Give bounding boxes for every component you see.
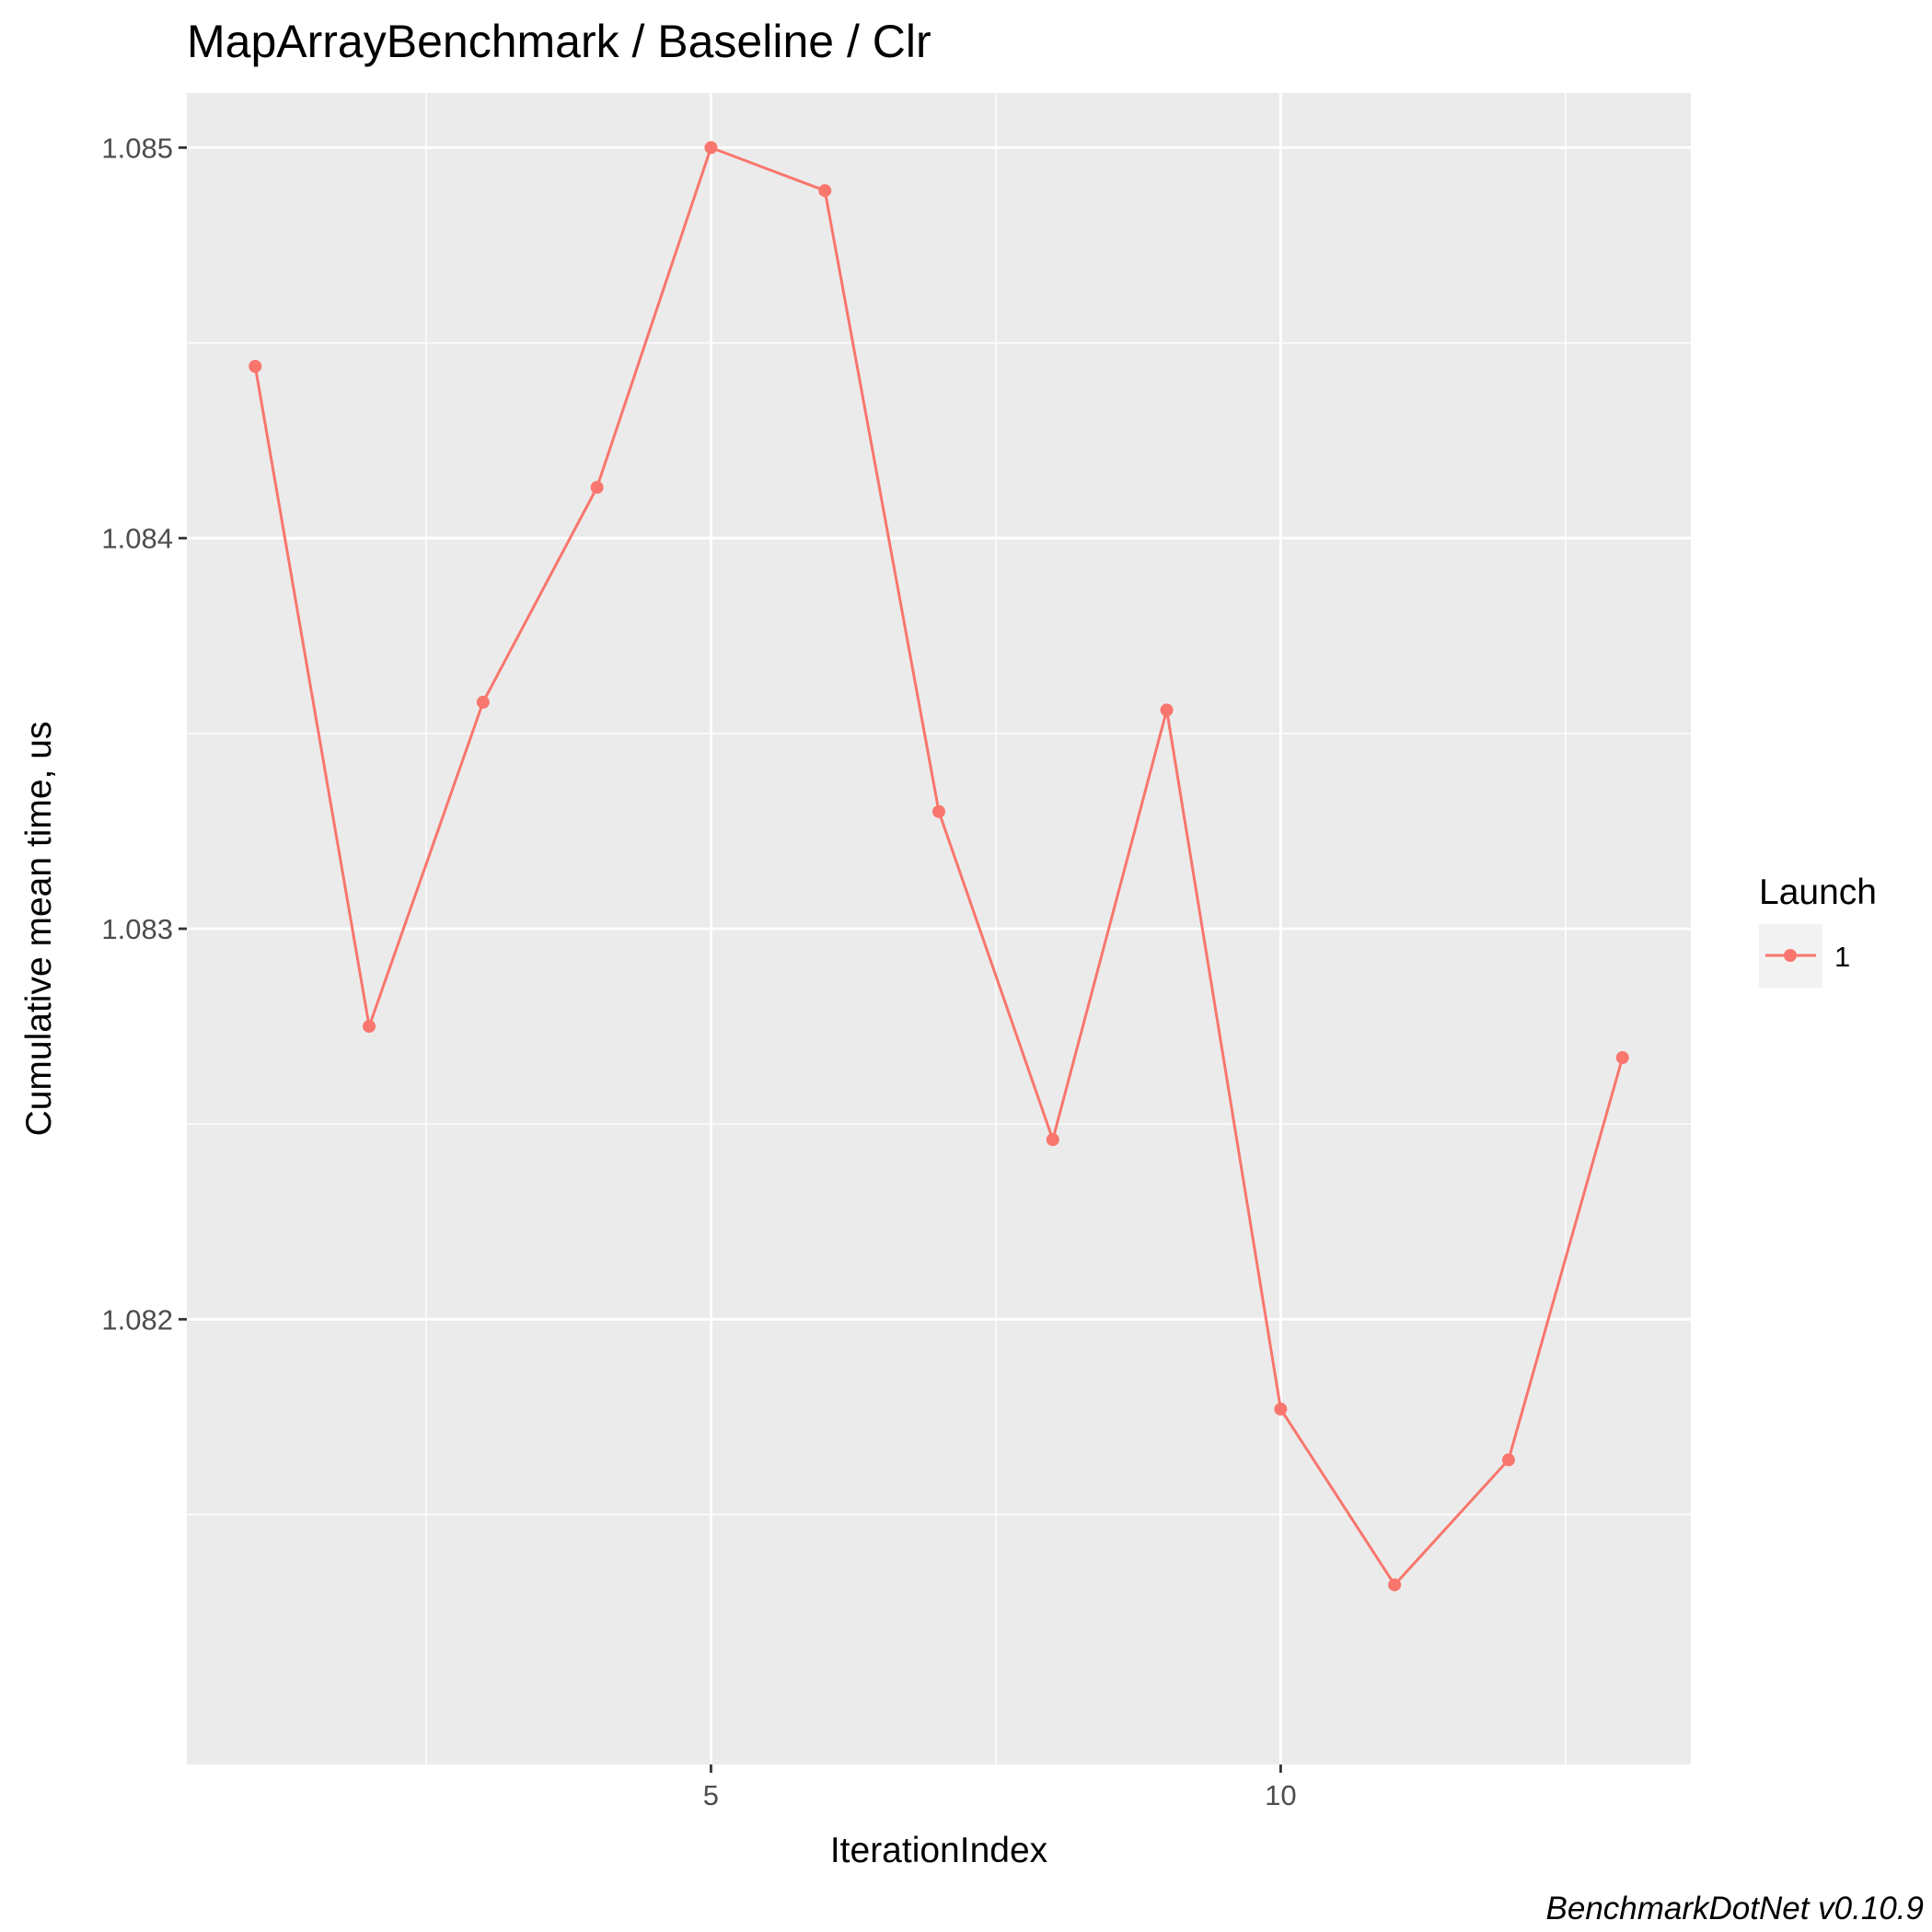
y-tick-label: 1.085 (101, 132, 173, 164)
data-point (818, 184, 832, 198)
data-point (932, 804, 945, 818)
data-point (1388, 1578, 1402, 1591)
grid-major (187, 93, 1691, 1764)
axis-layer: 5 10 1.082 1.083 1.084 1.085 (101, 132, 1296, 1811)
data-point (1160, 703, 1174, 717)
y-tick-label: 1.083 (101, 913, 173, 945)
x-axis-title: IterationIndex (830, 1831, 1048, 1870)
legend-title: Launch (1759, 873, 1877, 912)
data-point (249, 360, 262, 374)
data-point (1501, 1453, 1515, 1467)
data-point (476, 695, 490, 709)
y-tick-label: 1.084 (101, 523, 173, 555)
data-point (1274, 1402, 1288, 1416)
data-point (1615, 1051, 1629, 1065)
x-tick-label: 10 (1265, 1779, 1296, 1811)
legend-key-point (1784, 949, 1797, 962)
caption: BenchmarkDotNet v0.10.9 (1546, 1891, 1924, 1926)
chart-title: MapArrayBenchmark / Baseline / Clr (187, 16, 931, 67)
legend: Launch 1 (1759, 873, 1877, 988)
y-axis-title: Cumulative mean time, us (19, 722, 59, 1137)
data-point (704, 141, 718, 155)
legend-label-series-1: 1 (1834, 941, 1850, 973)
series-layer (249, 141, 1629, 1591)
data-point (363, 1020, 376, 1034)
y-tick-label: 1.082 (101, 1303, 173, 1336)
data-point (590, 480, 604, 494)
data-point (1046, 1133, 1059, 1147)
x-tick-label: 5 (703, 1779, 719, 1811)
